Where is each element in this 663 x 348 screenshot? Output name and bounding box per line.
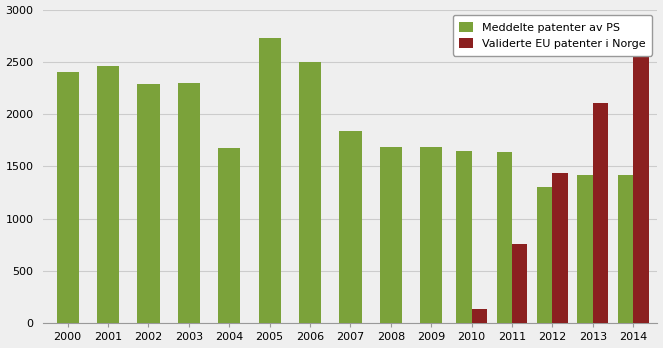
Bar: [618, 175, 633, 323]
Bar: [456, 151, 471, 323]
Bar: [56, 72, 79, 323]
Bar: [497, 152, 512, 323]
Bar: [593, 103, 608, 323]
Bar: [259, 38, 280, 323]
Bar: [299, 62, 321, 323]
Bar: [97, 66, 119, 323]
Bar: [178, 83, 200, 323]
Legend: Meddelte patenter av PS, Validerte EU patenter i Norge: Meddelte patenter av PS, Validerte EU pa…: [453, 15, 652, 56]
Bar: [633, 56, 648, 323]
Bar: [552, 173, 568, 323]
Bar: [537, 188, 552, 323]
Bar: [420, 147, 442, 323]
Bar: [218, 148, 241, 323]
Bar: [512, 244, 527, 323]
Bar: [471, 309, 487, 323]
Bar: [339, 131, 361, 323]
Bar: [577, 175, 593, 323]
Bar: [137, 84, 160, 323]
Bar: [380, 147, 402, 323]
